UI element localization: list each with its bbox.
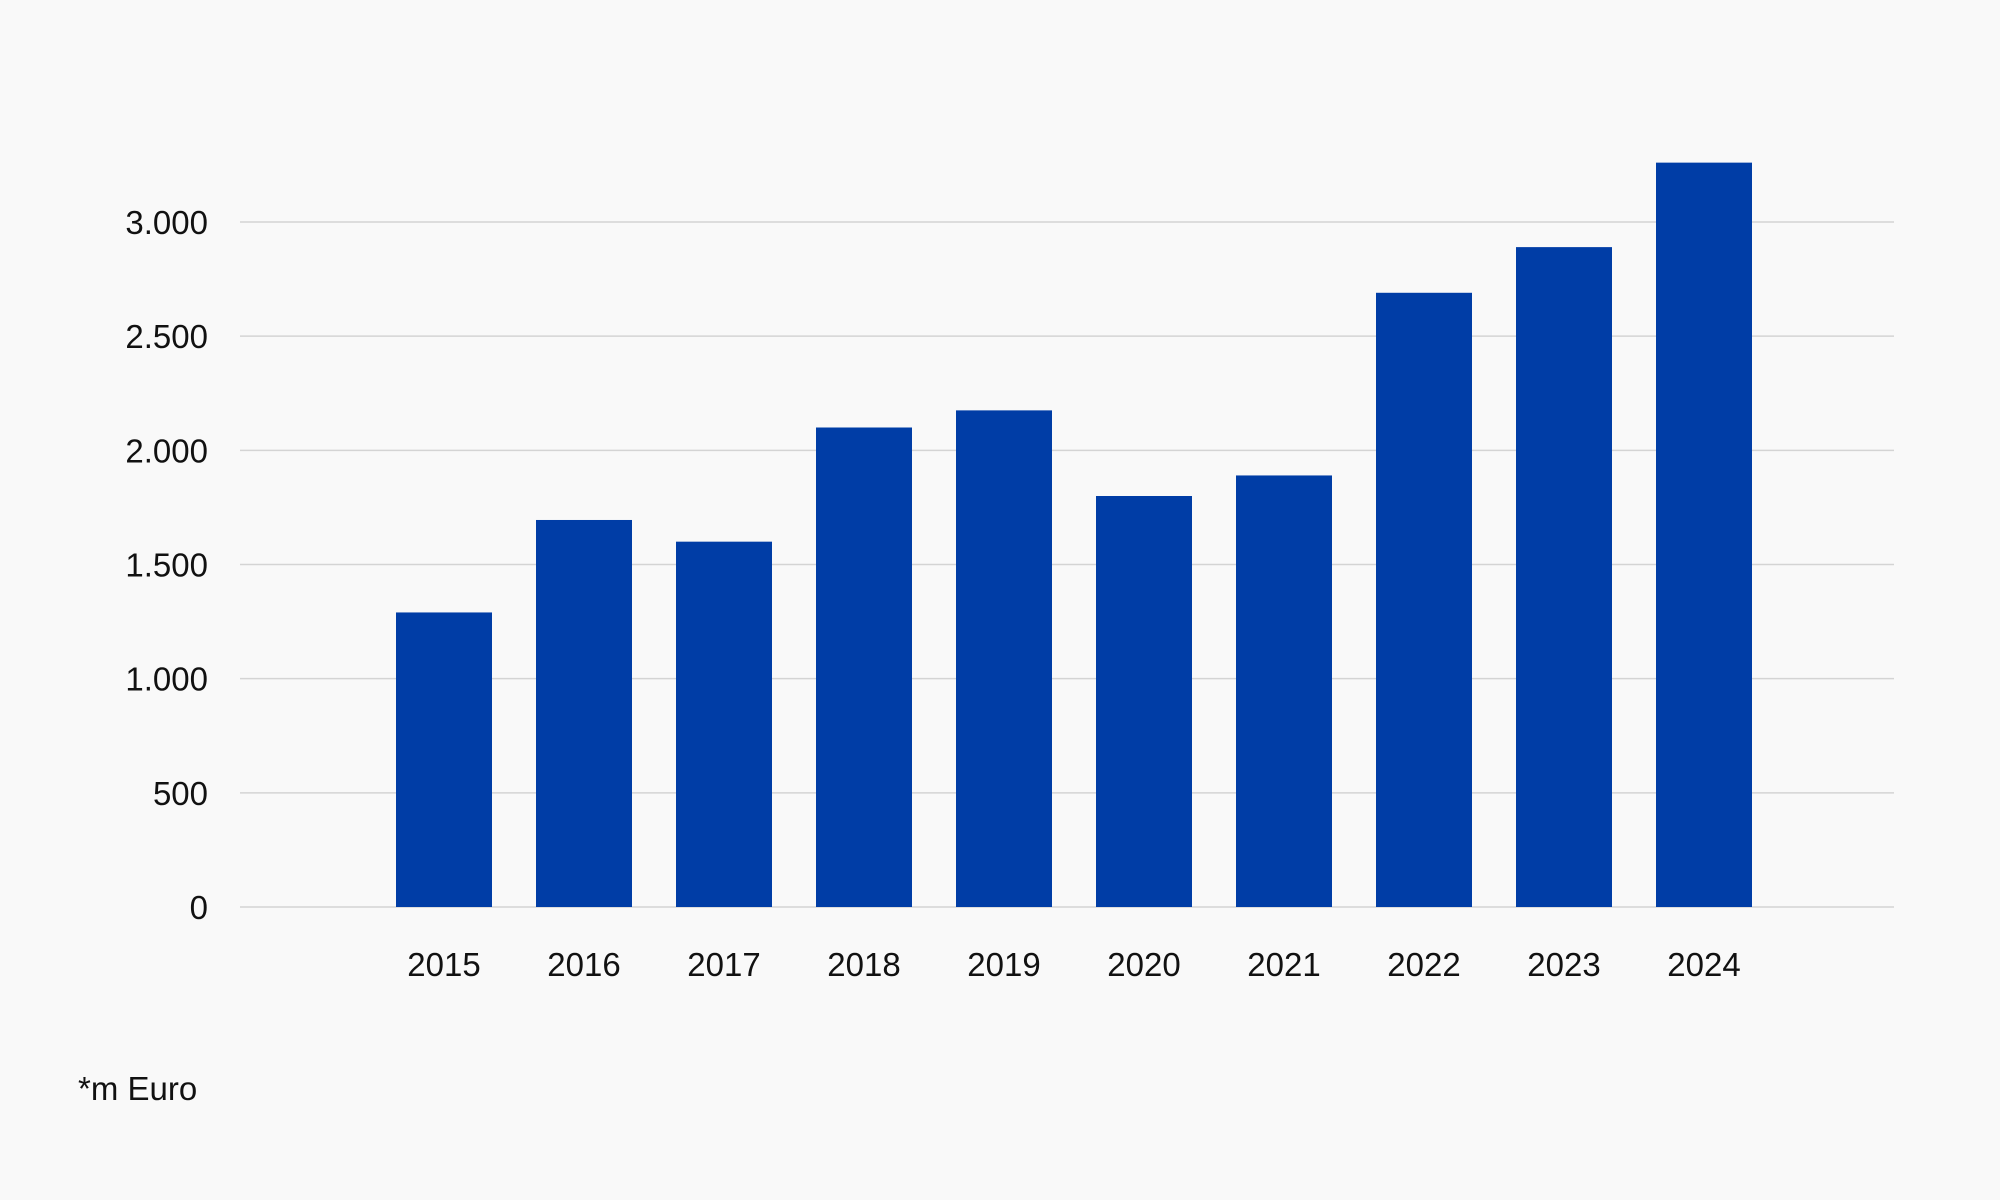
bar-2015	[396, 612, 492, 907]
x-tick-label: 2015	[407, 946, 480, 983]
bar-2016	[536, 519, 632, 907]
x-tick-label: 2019	[967, 946, 1040, 983]
x-tick-label: 2023	[1527, 946, 1600, 983]
x-tick-label: 2018	[827, 946, 900, 983]
bar-2023	[1516, 247, 1612, 907]
bar-2017	[676, 541, 772, 907]
y-tick-label: 2.500	[125, 318, 208, 355]
y-tick-label: 500	[153, 775, 208, 812]
bars	[396, 162, 1752, 908]
x-tick-label: 2022	[1387, 946, 1460, 983]
bar-2022	[1376, 292, 1472, 907]
y-axis-ticks: 0 500 1.000 1.500 2.000 2.500 3.000	[125, 204, 208, 926]
bar-2018	[816, 427, 912, 907]
bar-2021	[1236, 475, 1332, 907]
y-tick-label: 0	[190, 889, 208, 926]
unit-footnote: *m Euro	[78, 1070, 198, 1107]
x-tick-label: 2016	[547, 946, 620, 983]
bar-2020	[1096, 496, 1192, 907]
x-tick-label: 2021	[1247, 946, 1320, 983]
y-tick-label: 2.000	[125, 432, 208, 469]
x-tick-label: 2020	[1107, 946, 1180, 983]
bar-2019	[956, 410, 1052, 907]
bar-2024	[1656, 162, 1752, 908]
y-tick-label: 3.000	[125, 204, 208, 241]
gridlines	[240, 221, 1894, 908]
y-tick-label: 1.000	[125, 661, 208, 698]
x-axis-ticks: 2015 2016 2017 2018 2019 2020 2021 2022 2023 2024	[407, 946, 1740, 983]
x-tick-label: 2017	[687, 946, 760, 983]
y-tick-label: 1.500	[125, 547, 208, 584]
x-tick-label: 2024	[1667, 946, 1740, 983]
